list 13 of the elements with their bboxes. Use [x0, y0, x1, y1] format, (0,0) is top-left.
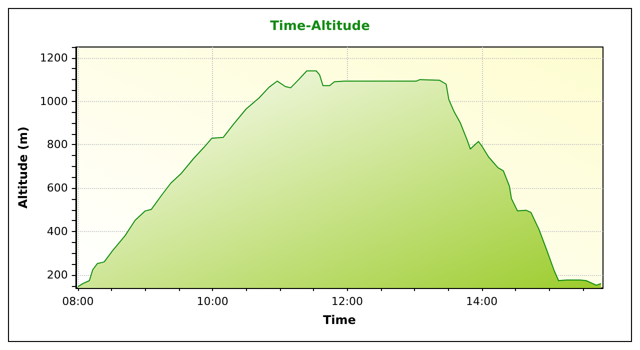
y-tick-label: 400 — [46, 225, 68, 238]
x-tick-label: 10:00 — [196, 295, 228, 308]
y-axis-title: Altitude (m) — [16, 126, 30, 208]
x-axis-title: Time — [322, 313, 356, 327]
x-tick-label: 14:00 — [466, 295, 498, 308]
y-tick-label: 600 — [46, 182, 68, 195]
y-tick-label: 800 — [46, 138, 68, 152]
y-tick-label: 1200 — [40, 51, 68, 64]
x-tick-label: 12:00 — [331, 295, 364, 308]
chart-title: Time-Altitude — [270, 19, 370, 34]
x-tick-label: 08:00 — [62, 295, 94, 308]
y-tick-label: 200 — [46, 268, 68, 282]
y-tick-label: 1000 — [40, 94, 68, 108]
